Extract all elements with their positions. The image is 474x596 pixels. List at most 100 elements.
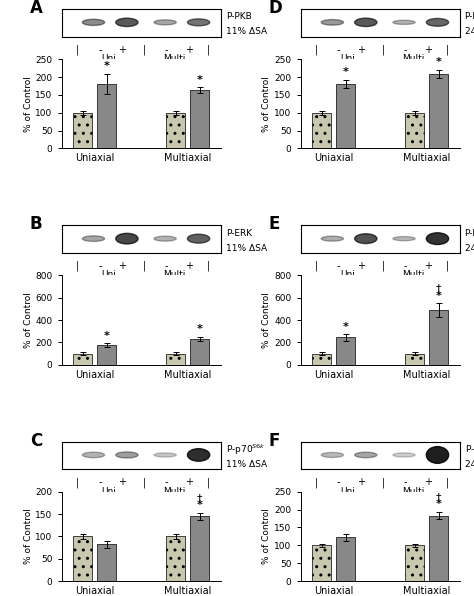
Text: P-PKB: P-PKB bbox=[465, 13, 474, 21]
Text: +: + bbox=[185, 477, 193, 488]
Bar bbox=[429, 310, 448, 365]
Text: 11% ΔSA: 11% ΔSA bbox=[226, 460, 267, 469]
Bar bbox=[405, 113, 424, 148]
Text: *: * bbox=[197, 324, 203, 334]
Text: *: * bbox=[343, 67, 348, 77]
Text: Multi: Multi bbox=[164, 271, 186, 280]
Ellipse shape bbox=[82, 19, 105, 26]
Text: +: + bbox=[357, 261, 365, 271]
Text: |: | bbox=[207, 45, 210, 55]
Ellipse shape bbox=[393, 20, 415, 24]
Text: A: A bbox=[30, 0, 43, 17]
Text: Uni: Uni bbox=[101, 487, 116, 496]
Text: |: | bbox=[315, 477, 318, 488]
Text: +: + bbox=[185, 261, 193, 271]
Y-axis label: % of Control: % of Control bbox=[263, 508, 272, 564]
Bar bbox=[97, 545, 116, 581]
Text: Uni: Uni bbox=[101, 271, 116, 280]
Ellipse shape bbox=[321, 20, 344, 25]
Bar bbox=[336, 538, 355, 581]
Text: |: | bbox=[315, 261, 318, 272]
Ellipse shape bbox=[154, 20, 176, 25]
Bar bbox=[166, 113, 185, 148]
Text: P-ERK: P-ERK bbox=[226, 228, 252, 238]
Y-axis label: % of Control: % of Control bbox=[24, 508, 33, 564]
Text: 24% ΔSA: 24% ΔSA bbox=[465, 244, 474, 253]
Text: 11% ΔSA: 11% ΔSA bbox=[226, 27, 267, 36]
Text: |: | bbox=[76, 477, 79, 488]
Text: |: | bbox=[382, 261, 385, 272]
Text: +: + bbox=[424, 45, 432, 55]
Bar bbox=[336, 337, 355, 365]
Ellipse shape bbox=[321, 236, 344, 241]
Text: |: | bbox=[207, 477, 210, 488]
Text: +: + bbox=[118, 261, 126, 271]
Ellipse shape bbox=[355, 452, 377, 458]
Text: *: * bbox=[104, 61, 109, 72]
Bar bbox=[190, 339, 210, 365]
Ellipse shape bbox=[355, 18, 377, 27]
Bar bbox=[405, 353, 424, 365]
Ellipse shape bbox=[154, 453, 176, 457]
Ellipse shape bbox=[116, 452, 138, 458]
Text: P-p70$^{S6k}$: P-p70$^{S6k}$ bbox=[226, 442, 265, 457]
Bar bbox=[97, 345, 116, 365]
Text: |: | bbox=[76, 261, 79, 272]
Text: Uni: Uni bbox=[340, 271, 355, 280]
Y-axis label: % of Control: % of Control bbox=[263, 292, 272, 348]
Ellipse shape bbox=[116, 234, 138, 244]
Y-axis label: % of Control: % of Control bbox=[24, 76, 33, 132]
Bar bbox=[190, 90, 210, 148]
Text: -: - bbox=[98, 477, 101, 488]
Text: -: - bbox=[404, 261, 407, 271]
Text: |: | bbox=[143, 261, 146, 272]
Text: Multi: Multi bbox=[402, 271, 425, 280]
Bar bbox=[312, 545, 331, 581]
Text: |: | bbox=[446, 45, 449, 55]
Text: +: + bbox=[424, 261, 432, 271]
Bar bbox=[166, 353, 185, 365]
Ellipse shape bbox=[355, 234, 377, 244]
Text: 24% ΔSA: 24% ΔSA bbox=[465, 27, 474, 36]
Text: -: - bbox=[98, 45, 101, 55]
Y-axis label: % of Control: % of Control bbox=[24, 292, 33, 348]
Ellipse shape bbox=[187, 449, 210, 461]
Bar bbox=[190, 516, 210, 581]
Text: |: | bbox=[446, 477, 449, 488]
Ellipse shape bbox=[154, 236, 176, 241]
Text: *: * bbox=[436, 499, 442, 510]
Ellipse shape bbox=[82, 236, 105, 241]
Text: †: † bbox=[436, 492, 441, 502]
Text: +: + bbox=[357, 45, 365, 55]
Ellipse shape bbox=[321, 452, 344, 458]
Text: +: + bbox=[118, 45, 126, 55]
Text: Multi: Multi bbox=[164, 54, 186, 63]
Text: Multi: Multi bbox=[164, 487, 186, 496]
Text: D: D bbox=[269, 0, 283, 17]
Text: *: * bbox=[197, 500, 203, 510]
Ellipse shape bbox=[82, 452, 105, 458]
Bar bbox=[166, 536, 185, 581]
Text: -: - bbox=[404, 45, 407, 55]
Bar bbox=[312, 353, 331, 365]
Text: P-p70$^{S6k}$: P-p70$^{S6k}$ bbox=[465, 442, 474, 457]
Ellipse shape bbox=[426, 18, 448, 26]
Text: |: | bbox=[315, 45, 318, 55]
Text: *: * bbox=[197, 74, 203, 85]
Bar bbox=[73, 353, 92, 365]
Text: -: - bbox=[337, 45, 340, 55]
Bar bbox=[336, 84, 355, 148]
Ellipse shape bbox=[187, 234, 210, 243]
Text: |: | bbox=[446, 261, 449, 272]
Text: +: + bbox=[424, 477, 432, 488]
Text: Uni: Uni bbox=[340, 54, 355, 63]
Text: |: | bbox=[382, 477, 385, 488]
Ellipse shape bbox=[393, 453, 415, 457]
Text: |: | bbox=[382, 45, 385, 55]
Ellipse shape bbox=[393, 237, 415, 241]
Text: P-ERK: P-ERK bbox=[465, 228, 474, 238]
Ellipse shape bbox=[426, 233, 448, 244]
Text: B: B bbox=[30, 216, 42, 234]
Text: |: | bbox=[143, 477, 146, 488]
Ellipse shape bbox=[187, 19, 210, 26]
